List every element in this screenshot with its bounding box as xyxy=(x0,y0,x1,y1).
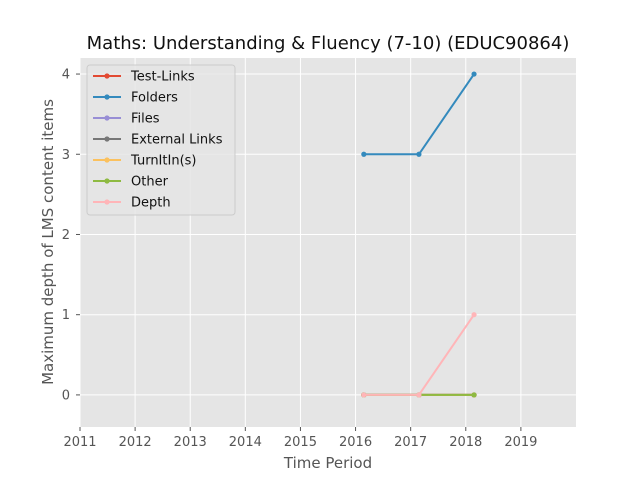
legend: Test-Links Folders Files External Links Turn… xyxy=(86,64,236,216)
data-point-depth xyxy=(471,312,477,318)
legend-label-test-links: Test-Links xyxy=(130,70,195,85)
y-tick-label: 0 xyxy=(62,388,70,403)
x-tick-label: 2016 xyxy=(339,435,372,450)
legend-label-files: Files xyxy=(131,112,160,127)
legend-label-other: Other xyxy=(131,175,169,190)
y-axis-label: Maximum depth of LMS content items xyxy=(39,99,57,385)
data-point-folders xyxy=(471,71,477,77)
legend-label-external-links: External Links xyxy=(131,133,223,148)
y-tick-label: 2 xyxy=(62,228,70,243)
series-depth xyxy=(361,312,477,398)
legend-marker-test-links xyxy=(104,73,110,79)
legend-label-folders: Folders xyxy=(131,91,178,106)
legend-label-turnitin-s: TurnItIn(s) xyxy=(130,154,196,169)
x-axis-label: Time Period xyxy=(283,454,372,472)
y-tick-label: 1 xyxy=(62,308,70,323)
series-folders xyxy=(361,71,477,157)
x-tick-label: 2014 xyxy=(229,435,262,450)
x-tick-label: 2017 xyxy=(394,435,427,450)
x-tick-label: 2013 xyxy=(174,435,207,450)
data-point-depth xyxy=(416,392,422,398)
legend-marker-files xyxy=(104,115,110,121)
legend-marker-other xyxy=(104,178,110,184)
y-tick-label: 3 xyxy=(62,148,70,163)
data-point-folders xyxy=(416,151,422,157)
data-point-other xyxy=(471,392,477,398)
axis-ticks: 2011 2012 2013 2014 2015 2016 2017 2018 2019 0 1 2 3… xyxy=(62,68,538,450)
data-point-depth xyxy=(361,392,367,398)
x-tick-label: 2015 xyxy=(284,435,317,450)
legend-marker-depth xyxy=(104,199,110,205)
x-tick-label: 2011 xyxy=(63,435,96,450)
x-tick-label: 2019 xyxy=(504,435,537,450)
y-tick-label: 4 xyxy=(62,68,70,83)
data-point-folders xyxy=(361,151,367,157)
legend-label-depth: Depth xyxy=(131,196,171,211)
legend-marker-folders xyxy=(104,94,110,100)
series-layer xyxy=(361,71,477,398)
x-tick-label: 2018 xyxy=(449,435,482,450)
legend-marker-turnitin-s xyxy=(104,157,110,163)
chart-title: Maths: Understanding & Fluency (7-10) (E… xyxy=(87,33,570,54)
legend-marker-external-links xyxy=(104,136,110,142)
legend-box xyxy=(86,64,236,216)
x-tick-label: 2012 xyxy=(119,435,152,450)
